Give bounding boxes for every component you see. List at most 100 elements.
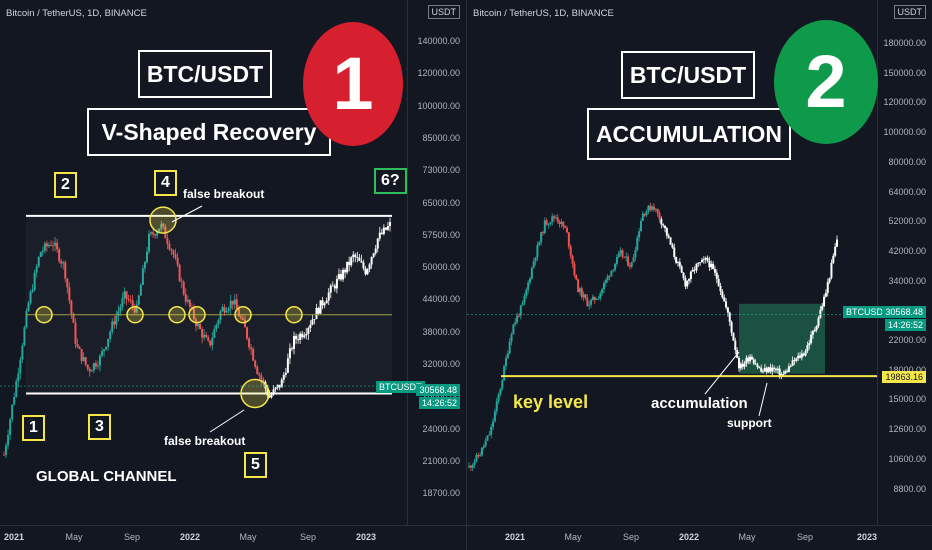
candle	[490, 424, 493, 439]
candle	[278, 384, 281, 391]
candle	[141, 265, 144, 286]
candle	[660, 216, 663, 229]
candle	[350, 255, 353, 268]
candle	[176, 252, 179, 268]
candle	[762, 369, 765, 374]
price-tick-label: 52000.00	[888, 216, 926, 227]
price-tick-label: 80000.00	[888, 156, 926, 167]
candle	[813, 327, 816, 333]
candle	[758, 366, 761, 369]
candle	[15, 378, 18, 399]
candle	[56, 238, 59, 253]
candle	[710, 260, 713, 270]
candle	[473, 458, 476, 469]
candle	[621, 248, 624, 260]
symbol-label[interactable]: Bitcoin / TetherUS, 1D, BINANCE	[473, 8, 614, 19]
time-axis[interactable]: 2021 May Sep 2022 May Sep 2023	[467, 525, 932, 550]
candle	[480, 447, 483, 457]
candle	[769, 363, 772, 374]
candle	[590, 298, 593, 308]
candle	[667, 233, 670, 239]
candle	[288, 343, 291, 365]
number-badge: 2	[774, 20, 878, 144]
candle	[19, 356, 22, 380]
candle	[604, 278, 607, 287]
candle	[162, 222, 165, 230]
candle	[246, 326, 249, 341]
candle	[113, 315, 116, 329]
candle	[39, 251, 42, 258]
candle	[107, 338, 110, 351]
candle	[33, 269, 36, 292]
touch-circle	[126, 305, 144, 324]
candle	[256, 364, 259, 375]
candle	[205, 332, 208, 338]
candle	[702, 256, 705, 264]
price-axis[interactable]: 180000.00 150000.00 120000.00 100000.00 8000…	[877, 0, 932, 526]
candle	[372, 252, 375, 259]
price-tick-label: 73000.00	[422, 165, 460, 176]
candle	[213, 325, 216, 339]
candle	[617, 250, 620, 258]
price-tick-label: 10600.00	[888, 453, 926, 464]
candle	[137, 294, 140, 306]
candle	[826, 278, 829, 297]
candle	[643, 213, 646, 217]
candle	[386, 221, 389, 231]
candle	[174, 248, 177, 261]
candle	[346, 261, 349, 275]
candle	[765, 366, 768, 375]
candle	[732, 332, 735, 341]
candlestick-chart-1[interactable]	[0, 0, 466, 550]
candle	[301, 330, 304, 340]
candle	[532, 258, 535, 269]
currency-button[interactable]: USDT	[893, 5, 926, 19]
symbol-label[interactable]: Bitcoin / TetherUS, 1D, BINANCE	[6, 8, 147, 19]
candle	[25, 308, 28, 329]
candlestick-chart-2[interactable]	[467, 0, 932, 550]
candle	[125, 290, 128, 306]
candle	[260, 372, 263, 386]
candle	[184, 288, 187, 306]
candle	[787, 363, 790, 373]
candle	[150, 231, 153, 236]
candle	[486, 435, 489, 441]
time-axis[interactable]: 2021 May Sep 2022 May Sep 2023	[0, 525, 466, 550]
candle	[17, 367, 20, 388]
candle	[129, 295, 132, 304]
candle	[103, 348, 106, 357]
candle	[180, 277, 183, 289]
price-tag-timer: 14:26:52	[884, 319, 926, 331]
candle	[797, 352, 800, 361]
price-tick-label: 18000.00	[888, 364, 926, 375]
candle	[41, 246, 44, 257]
candle	[721, 289, 724, 299]
global-channel-label: GLOBAL CHANNEL	[36, 468, 177, 485]
candle	[94, 360, 97, 370]
candle	[767, 366, 770, 374]
candle	[521, 300, 524, 306]
candle	[337, 268, 340, 281]
chart-title: BTC/USDT	[621, 51, 755, 99]
candle	[689, 270, 692, 283]
candle	[258, 371, 261, 381]
price-tick-label: 100000.00	[883, 127, 926, 138]
candle	[45, 240, 48, 252]
candle	[503, 364, 506, 382]
candle	[339, 269, 342, 282]
price-tick-label: 32000.00	[422, 359, 460, 369]
candle	[307, 326, 310, 340]
candle	[333, 283, 336, 292]
price-axis[interactable]: 140000.00 120000.00 100000.00 85000.00 73000…	[407, 0, 466, 526]
candle	[786, 368, 789, 373]
candle	[186, 295, 189, 304]
currency-button[interactable]: USDT	[427, 5, 460, 19]
candle	[101, 347, 104, 358]
candle	[567, 231, 570, 250]
candle	[543, 217, 546, 235]
candle	[23, 325, 26, 347]
candle	[586, 294, 589, 307]
candle	[484, 437, 487, 448]
candle	[664, 225, 667, 233]
candle	[27, 300, 30, 312]
